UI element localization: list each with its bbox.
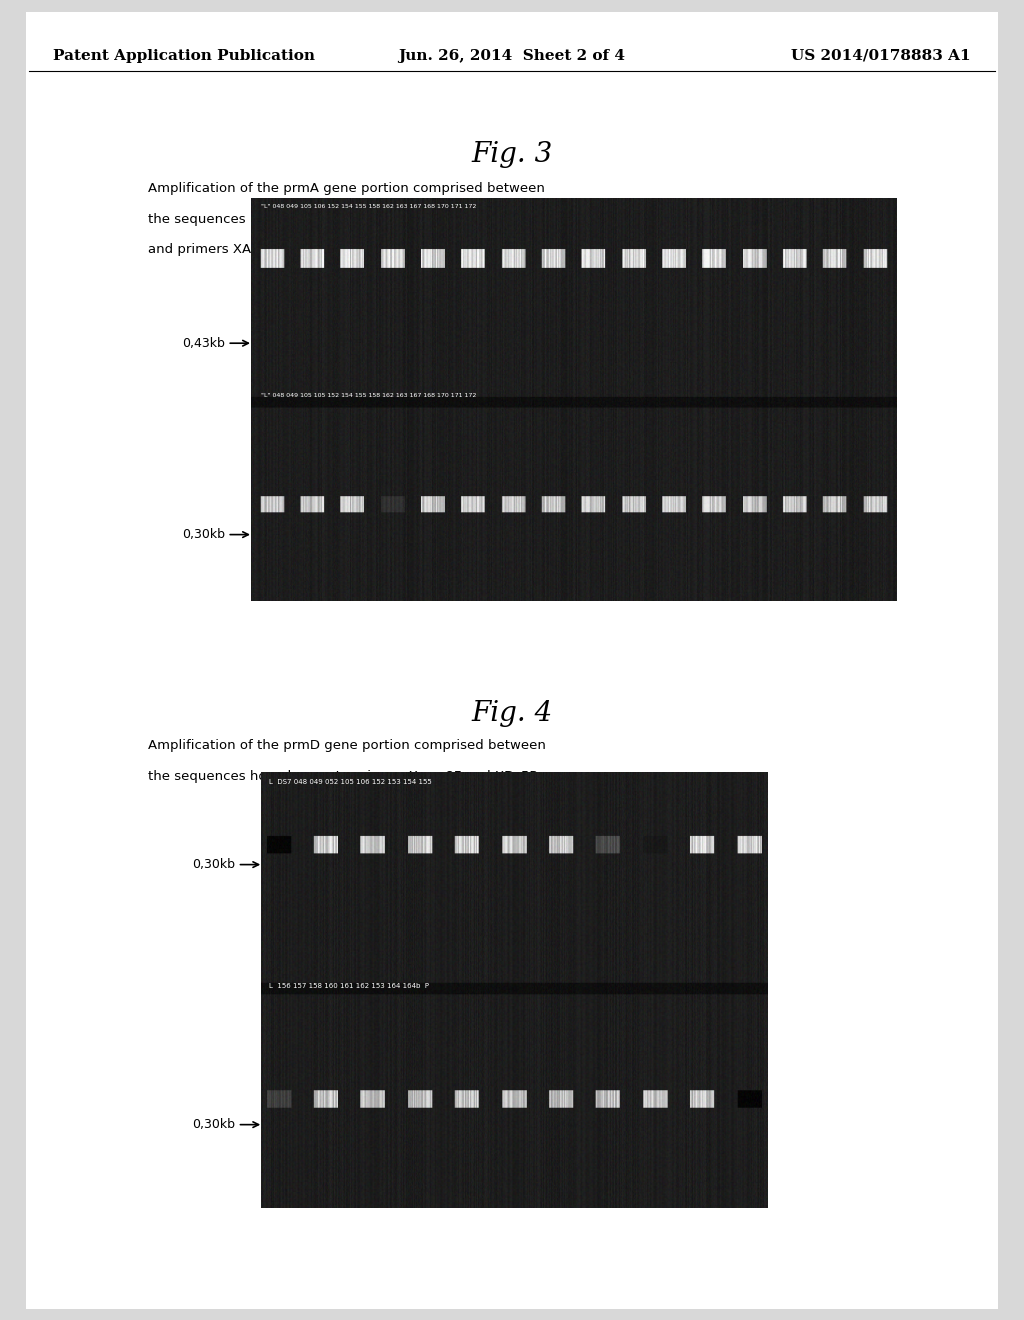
Text: "L" 048 049 105 105 152 154 155 158 162 163 167 168 170 171 172: "L" 048 049 105 105 152 154 155 158 162 … (260, 393, 476, 399)
Text: 0,30kb: 0,30kb (182, 528, 225, 541)
Text: Fig. 4: Fig. 4 (471, 700, 553, 726)
Text: 0,30kb: 0,30kb (193, 858, 236, 871)
Text: and primers XA_19F and XA_21R: and primers XA_19F and XA_21R (148, 243, 368, 256)
Text: Jun. 26, 2014  Sheet 2 of 4: Jun. 26, 2014 Sheet 2 of 4 (398, 49, 626, 63)
Text: the sequences homologous to primers XA_16F and Xmo_5R: the sequences homologous to primers XA_1… (148, 213, 547, 226)
Text: 0,43kb: 0,43kb (182, 337, 225, 350)
Text: Patent Application Publication: Patent Application Publication (53, 49, 315, 63)
Text: L  DS7 048 049 052 105 106 152 153 154 155: L DS7 048 049 052 105 106 152 153 154 15… (268, 779, 431, 784)
Text: 0,30kb: 0,30kb (193, 1118, 236, 1131)
Text: Amplification of the prmA gene portion comprised between: Amplification of the prmA gene portion c… (148, 182, 546, 195)
Text: Fig. 3: Fig. 3 (471, 141, 553, 168)
Text: US 2014/0178883 A1: US 2014/0178883 A1 (792, 49, 971, 63)
Text: "L" 048 049 105 106 152 154 155 158 162 163 167 168 170 171 172: "L" 048 049 105 106 152 154 155 158 162 … (260, 205, 476, 209)
Text: the sequences homologous to primers Xmo_8F and XD_5R: the sequences homologous to primers Xmo_… (148, 770, 539, 783)
FancyBboxPatch shape (26, 12, 998, 1309)
Text: L  156 157 158 160 161 162 153 164 164b  P: L 156 157 158 160 161 162 153 164 164b P (268, 983, 429, 990)
Text: Amplification of the prmD gene portion comprised between: Amplification of the prmD gene portion c… (148, 739, 547, 752)
